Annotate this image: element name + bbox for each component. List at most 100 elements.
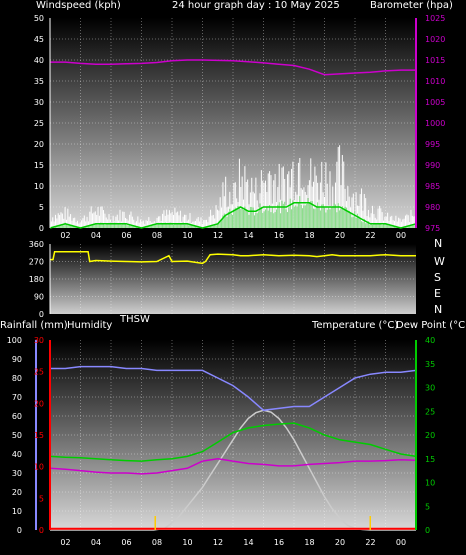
temperature-y-tick-label: 20 bbox=[425, 431, 435, 440]
temp-x-tick-label: 16 bbox=[274, 538, 284, 547]
wind-x-tick-label: 06 bbox=[121, 231, 131, 240]
barometer-y-tick-label: 990 bbox=[425, 161, 440, 170]
temperature-y-tick-label: 15 bbox=[425, 455, 435, 464]
humidity-y-tick-label: 0 bbox=[17, 526, 22, 535]
wind-y-tick-label: 35 bbox=[34, 77, 44, 86]
temp-panel-background bbox=[50, 340, 416, 530]
compass-label-n-bottom: N bbox=[434, 303, 443, 316]
barometer-y-tick-label: 980 bbox=[425, 203, 440, 212]
rainfall-y-tick-label: 30 bbox=[34, 336, 44, 345]
wind-y-tick-label: 30 bbox=[34, 98, 44, 107]
temp-x-tick-label: 18 bbox=[304, 538, 314, 547]
wind-y-tick-label: 15 bbox=[34, 161, 44, 170]
humidity-y-tick-label: 80 bbox=[12, 374, 22, 383]
temp-x-tick-label: 00 bbox=[396, 538, 406, 547]
wind-x-tick-label: 18 bbox=[304, 231, 314, 240]
humidity-y-tick-label: 30 bbox=[12, 469, 22, 478]
temperature-y-tick-label: 35 bbox=[425, 360, 435, 369]
wind-y-tick-label: 20 bbox=[34, 140, 44, 149]
direction-y-tick-label: 180 bbox=[29, 275, 44, 284]
barometer-line bbox=[50, 59, 416, 76]
direction-y-tick-label: 270 bbox=[29, 258, 44, 267]
humidity-y-tick-label: 70 bbox=[12, 393, 22, 402]
temp-x-tick-label: 08 bbox=[152, 538, 162, 547]
barometer-y-tick-label: 975 bbox=[425, 224, 440, 233]
temp-x-tick-label: 04 bbox=[91, 538, 101, 547]
temperature-axis-title: Temperature (°C) bbox=[312, 320, 399, 331]
wind-avg-series bbox=[50, 196, 416, 228]
rainfall-y-tick-label: 10 bbox=[34, 463, 44, 472]
compass-label-w: W bbox=[434, 255, 445, 268]
thsw-label: THSW bbox=[120, 314, 150, 325]
humidity-y-tick-label: 100 bbox=[7, 336, 22, 345]
temp-x-tick-label: 06 bbox=[121, 538, 131, 547]
temp-x-tick-label: 10 bbox=[182, 538, 192, 547]
barometer-y-tick-label: 995 bbox=[425, 140, 440, 149]
wind-direction-line bbox=[50, 251, 416, 265]
rainfall-axis-title: Rainfall (mm) bbox=[0, 320, 68, 331]
wind-x-tick-label: 00 bbox=[396, 231, 406, 240]
temperature-line bbox=[49, 422, 417, 462]
temp-x-tick-label: 12 bbox=[213, 538, 223, 547]
humidity-y-tick-label: 20 bbox=[12, 488, 22, 497]
dewpoint-axis-title: Dew Point (°C) bbox=[396, 320, 466, 331]
wind-x-tick-label: 22 bbox=[365, 231, 375, 240]
compass-label-e: E bbox=[434, 287, 441, 300]
wind-x-tick-label: 16 bbox=[274, 231, 284, 240]
wind-avg-line bbox=[49, 202, 417, 229]
compass-label-n-top: N bbox=[434, 237, 443, 250]
wind-y-tick-label: 40 bbox=[34, 56, 44, 65]
wind-x-tick-label: 14 bbox=[243, 231, 253, 240]
dewpoint-line bbox=[49, 458, 417, 475]
direction-y-tick-label: 90 bbox=[34, 293, 44, 302]
rainfall-y-tick-label: 25 bbox=[34, 368, 44, 377]
barometer-axis-title: Barometer (hpa) bbox=[370, 0, 453, 11]
barometer-y-tick-label: 1000 bbox=[425, 119, 445, 128]
wind-x-tick-label: 12 bbox=[213, 231, 223, 240]
rainfall-y-tick-label: 0 bbox=[39, 526, 44, 535]
wind-x-tick-label: 02 bbox=[60, 231, 70, 240]
rainfall-y-tick-label: 5 bbox=[39, 494, 44, 503]
barometer-y-tick-label: 1010 bbox=[425, 77, 445, 86]
humidity-line bbox=[50, 365, 417, 412]
temperature-y-tick-label: 5 bbox=[425, 502, 430, 511]
barometer-y-tick-label: 985 bbox=[425, 182, 440, 191]
graph-title: 24 hour graph day : 10 May 2025 bbox=[172, 0, 340, 11]
temp-x-tick-label: 22 bbox=[365, 538, 375, 547]
barometer-y-tick-label: 1005 bbox=[425, 98, 445, 107]
wind-y-tick-label: 10 bbox=[34, 182, 44, 191]
thsw-line bbox=[50, 409, 416, 531]
temperature-y-tick-label: 25 bbox=[425, 407, 435, 416]
humidity-y-tick-label: 10 bbox=[12, 507, 22, 516]
wind-y-tick-label: 50 bbox=[34, 14, 44, 23]
barometer-y-tick-label: 1015 bbox=[425, 56, 445, 65]
rainfall-y-tick-label: 15 bbox=[34, 431, 44, 440]
temperature-y-tick-label: 30 bbox=[425, 384, 435, 393]
wind-y-tick-label: 5 bbox=[39, 203, 44, 212]
barometer-y-tick-label: 1020 bbox=[425, 35, 445, 44]
temp-x-tick-label: 14 bbox=[243, 538, 253, 547]
humidity-y-tick-label: 90 bbox=[12, 355, 22, 364]
temperature-y-tick-label: 10 bbox=[425, 479, 435, 488]
compass-label-s: S bbox=[434, 271, 441, 284]
windspeed-axis-title: Windspeed (kph) bbox=[36, 0, 121, 11]
temp-x-tick-label: 20 bbox=[335, 538, 345, 547]
wind-y-tick-label: 0 bbox=[39, 224, 44, 233]
humidity-y-tick-label: 60 bbox=[12, 412, 22, 421]
wind-x-tick-label: 04 bbox=[91, 231, 101, 240]
humidity-axis-title: Humidity bbox=[67, 320, 113, 331]
wind-x-tick-label: 08 bbox=[152, 231, 162, 240]
rainfall-y-tick-label: 20 bbox=[34, 399, 44, 408]
barometer-y-tick-label: 1025 bbox=[425, 14, 445, 23]
wind-panel-background bbox=[50, 18, 416, 228]
humidity-y-tick-label: 40 bbox=[12, 450, 22, 459]
wind-y-tick-label: 25 bbox=[34, 119, 44, 128]
direction-y-tick-label: 0 bbox=[39, 310, 44, 319]
wind-x-tick-label: 10 bbox=[182, 231, 192, 240]
humidity-y-tick-label: 50 bbox=[12, 431, 22, 440]
direction-y-tick-label: 360 bbox=[29, 240, 44, 249]
wind-y-tick-label: 45 bbox=[34, 35, 44, 44]
wind-x-tick-label: 20 bbox=[335, 231, 345, 240]
